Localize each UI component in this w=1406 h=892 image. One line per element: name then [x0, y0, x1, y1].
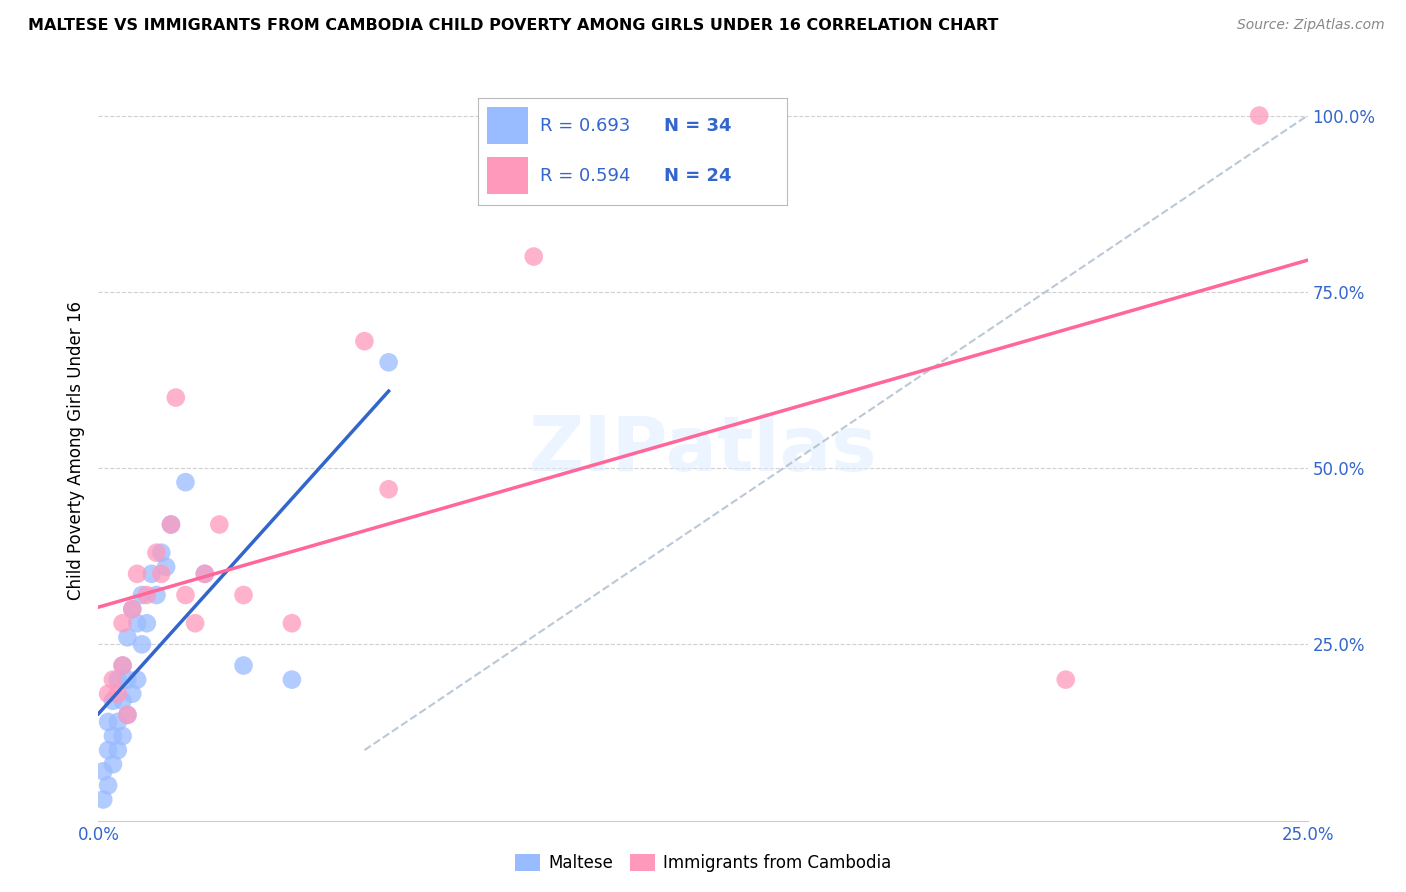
- Point: [127, 673, 149, 687]
- Bar: [488, 107, 527, 145]
- Point: [91, 792, 114, 806]
- Point: [131, 637, 153, 651]
- Point: [107, 687, 129, 701]
- Point: [523, 250, 546, 264]
- Point: [377, 482, 399, 496]
- Point: [91, 764, 114, 779]
- Point: [1054, 673, 1077, 687]
- Point: [111, 729, 134, 743]
- Point: [174, 588, 197, 602]
- Text: MALTESE VS IMMIGRANTS FROM CAMBODIA CHILD POVERTY AMONG GIRLS UNDER 16 CORRELATI: MALTESE VS IMMIGRANTS FROM CAMBODIA CHIL…: [28, 18, 998, 33]
- Bar: [488, 157, 527, 194]
- Point: [117, 630, 139, 644]
- Text: Source: ZipAtlas.com: Source: ZipAtlas.com: [1237, 18, 1385, 32]
- Point: [174, 475, 197, 490]
- Point: [127, 566, 149, 581]
- Legend: Maltese, Immigrants from Cambodia: Maltese, Immigrants from Cambodia: [508, 847, 898, 879]
- Point: [97, 743, 120, 757]
- Point: [377, 355, 399, 369]
- Point: [232, 588, 254, 602]
- Point: [145, 546, 167, 560]
- Point: [150, 566, 173, 581]
- Point: [150, 546, 173, 560]
- Point: [111, 658, 134, 673]
- Point: [97, 778, 120, 792]
- Point: [107, 673, 129, 687]
- Point: [1249, 109, 1271, 123]
- Point: [121, 602, 143, 616]
- Point: [107, 714, 129, 729]
- Point: [281, 616, 304, 631]
- Point: [135, 588, 157, 602]
- Point: [97, 714, 120, 729]
- Point: [117, 673, 139, 687]
- Point: [194, 566, 217, 581]
- Y-axis label: Child Poverty Among Girls Under 16: Child Poverty Among Girls Under 16: [66, 301, 84, 600]
- Point: [208, 517, 231, 532]
- Point: [101, 694, 124, 708]
- Point: [117, 707, 139, 722]
- Point: [135, 616, 157, 631]
- Point: [145, 588, 167, 602]
- Point: [117, 707, 139, 722]
- Point: [127, 616, 149, 631]
- Point: [121, 602, 143, 616]
- Text: N = 24: N = 24: [664, 168, 731, 186]
- Point: [165, 391, 187, 405]
- Text: R = 0.594: R = 0.594: [540, 168, 630, 186]
- Point: [111, 616, 134, 631]
- Point: [232, 658, 254, 673]
- Point: [141, 566, 163, 581]
- Point: [194, 566, 217, 581]
- Point: [353, 334, 375, 348]
- Point: [121, 687, 143, 701]
- Point: [101, 673, 124, 687]
- Point: [111, 694, 134, 708]
- Point: [131, 588, 153, 602]
- Point: [101, 729, 124, 743]
- Text: ZIPatlas: ZIPatlas: [529, 414, 877, 487]
- Point: [281, 673, 304, 687]
- Text: R = 0.693: R = 0.693: [540, 117, 630, 135]
- Point: [160, 517, 183, 532]
- Point: [160, 517, 183, 532]
- Point: [97, 687, 120, 701]
- Point: [101, 757, 124, 772]
- Text: N = 34: N = 34: [664, 117, 731, 135]
- Point: [107, 743, 129, 757]
- Point: [155, 559, 177, 574]
- Point: [111, 658, 134, 673]
- Point: [184, 616, 207, 631]
